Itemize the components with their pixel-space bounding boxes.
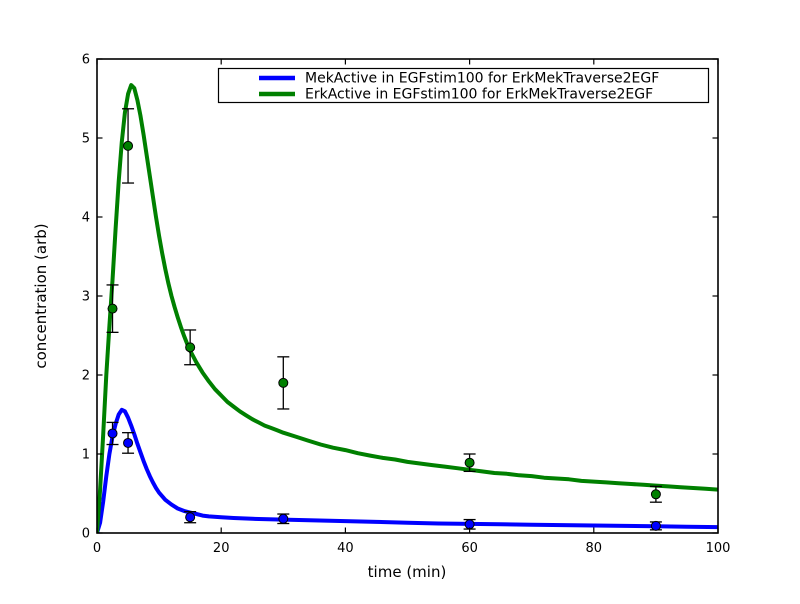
data-point-mekactive bbox=[185, 512, 196, 523]
x-tick-label: 60 bbox=[461, 541, 478, 556]
curve-mekactive bbox=[97, 407, 718, 533]
y-tick-label: 2 bbox=[82, 369, 90, 384]
x-axis-label: time (min) bbox=[368, 563, 447, 581]
x-tick-label: 80 bbox=[586, 541, 603, 556]
data-point-erkactive bbox=[107, 303, 118, 314]
plot-frame-and-ticks: 0 20 40 60 80 100 0 1 2 3 4 5 6 bbox=[82, 53, 731, 557]
data-point-mekactive bbox=[107, 428, 118, 439]
data-point-erkactive bbox=[123, 140, 134, 151]
curve-erkactive bbox=[97, 83, 718, 533]
y-axis-label: concentration (arb) bbox=[32, 223, 50, 368]
data-point-mekactive bbox=[278, 513, 289, 524]
x-tick-label: 100 bbox=[706, 541, 731, 556]
y-tick-label: 6 bbox=[82, 53, 90, 68]
y-tick-label: 5 bbox=[82, 132, 90, 147]
data-point-erkactive bbox=[278, 377, 289, 388]
plot-curves bbox=[97, 83, 718, 533]
data-point-mekactive bbox=[123, 437, 134, 448]
y-tick-label: 4 bbox=[82, 211, 90, 226]
y-tick-label: 3 bbox=[82, 290, 90, 305]
legend-label-mekactive: MekActive in EGFstim100 for ErkMekTraver… bbox=[305, 71, 659, 87]
legend-box bbox=[217, 67, 710, 104]
y-tick-label: 1 bbox=[82, 448, 90, 463]
y-tick-label: 0 bbox=[82, 527, 90, 542]
x-tick-label: 20 bbox=[213, 541, 230, 556]
x-tick-label: 40 bbox=[337, 541, 354, 556]
data-point-mekactive bbox=[650, 520, 661, 531]
data-point-erkactive bbox=[185, 342, 196, 353]
x-tick-label: 0 bbox=[93, 541, 101, 556]
data-point-erkactive bbox=[650, 489, 661, 500]
plot-points bbox=[106, 108, 662, 531]
legend: MekActive in EGFstim100 for ErkMekTraver… bbox=[217, 67, 710, 104]
legend-label-erkactive: ErkActive in EGFstim100 for ErkMekTraver… bbox=[305, 87, 653, 103]
data-point-mekactive bbox=[464, 519, 475, 530]
data-point-erkactive bbox=[464, 457, 475, 468]
